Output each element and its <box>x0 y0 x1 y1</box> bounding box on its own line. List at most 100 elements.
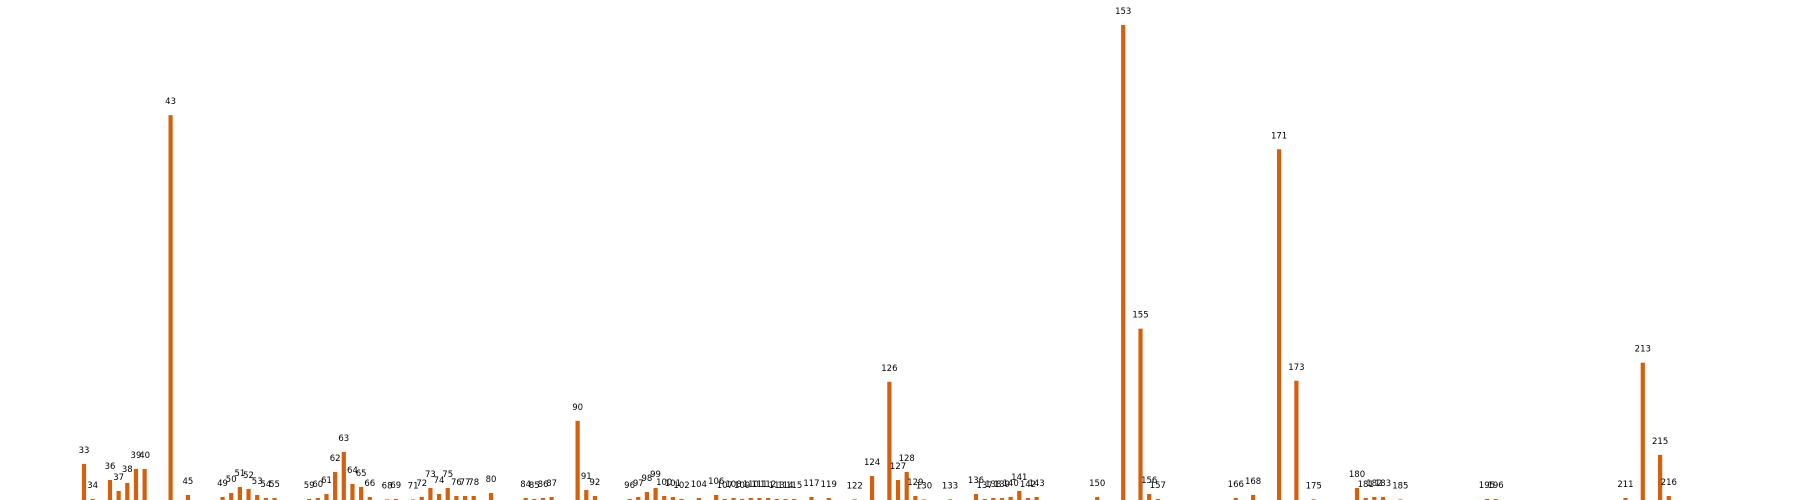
bar-101 <box>670 496 675 500</box>
data-label-107: 107 <box>717 481 733 491</box>
bar-112 <box>766 498 771 500</box>
data-label-173: 173 <box>1288 363 1304 373</box>
bar-180 <box>1354 487 1360 500</box>
bar-129 <box>913 495 918 500</box>
data-label-100: 100 <box>656 478 672 488</box>
bar-153 <box>1121 25 1126 500</box>
data-label-101: 101 <box>665 479 681 489</box>
data-label-124: 124 <box>864 458 880 468</box>
bar-45 <box>185 494 191 500</box>
bar-126 <box>887 381 892 500</box>
data-label-77: 77 <box>460 478 471 488</box>
data-label-180: 180 <box>1349 470 1365 480</box>
data-label-43: 43 <box>165 97 176 107</box>
data-label-66: 66 <box>364 479 375 489</box>
bar-215 <box>1658 454 1663 500</box>
data-label-157: 157 <box>1150 481 1166 491</box>
data-label-211: 211 <box>1617 480 1633 490</box>
bar-111 <box>757 498 762 500</box>
bar-61 <box>324 493 329 500</box>
data-label-138: 138 <box>985 480 1001 490</box>
bar-33 <box>81 463 87 500</box>
bar-156 <box>1147 493 1152 500</box>
bar-171 <box>1276 149 1282 500</box>
data-label-38: 38 <box>122 465 133 475</box>
bar-49 <box>220 496 225 500</box>
data-label-91: 91 <box>581 472 592 482</box>
bar-91 <box>584 489 589 500</box>
data-label-130: 130 <box>916 481 932 491</box>
bar-166 <box>1233 498 1238 500</box>
data-label-117: 117 <box>803 479 819 489</box>
data-label-182: 182 <box>1366 479 1382 489</box>
data-label-85: 85 <box>529 481 540 491</box>
bar-77 <box>462 495 468 500</box>
bar-181 <box>1363 498 1368 500</box>
data-label-111: 111 <box>751 480 767 490</box>
data-label-40: 40 <box>139 451 150 461</box>
data-label-104: 104 <box>691 480 707 490</box>
bar-86 <box>540 498 546 500</box>
data-label-183: 183 <box>1375 479 1391 489</box>
data-label-97: 97 <box>633 479 644 489</box>
data-label-53: 53 <box>252 477 263 487</box>
bar-60 <box>315 498 320 500</box>
data-label-80: 80 <box>486 475 497 485</box>
bar-168 <box>1251 494 1256 500</box>
data-label-108: 108 <box>725 480 741 490</box>
data-label-213: 213 <box>1635 345 1651 355</box>
bar-65 <box>359 486 364 500</box>
data-label-33: 33 <box>79 446 90 456</box>
data-label-45: 45 <box>183 477 194 487</box>
bar-136 <box>973 493 979 500</box>
data-label-92: 92 <box>590 478 601 488</box>
bar-40 <box>142 468 147 500</box>
data-label-87: 87 <box>546 479 557 489</box>
data-label-86: 86 <box>538 480 549 490</box>
data-label-73: 73 <box>425 470 436 480</box>
bar-182 <box>1372 496 1377 500</box>
bar-108 <box>731 498 736 500</box>
data-label-78: 78 <box>468 478 479 488</box>
data-label-109: 109 <box>734 481 750 491</box>
data-label-60: 60 <box>312 480 323 490</box>
bar-52 <box>246 488 251 500</box>
data-label-49: 49 <box>217 479 228 489</box>
bar-117 <box>809 496 814 500</box>
data-label-63: 63 <box>338 434 349 444</box>
bar-53 <box>255 494 260 500</box>
bar-66 <box>367 496 372 500</box>
data-label-84: 84 <box>520 480 531 490</box>
bar-62 <box>333 471 338 500</box>
data-label-128: 128 <box>899 454 915 464</box>
bar-110 <box>748 498 753 500</box>
data-label-55: 55 <box>269 480 280 490</box>
data-label-51: 51 <box>234 469 245 479</box>
data-label-96: 96 <box>624 481 635 491</box>
data-label-72: 72 <box>416 479 427 489</box>
data-label-113: 113 <box>769 481 785 491</box>
data-label-136: 136 <box>968 476 984 486</box>
bar-63 <box>341 451 346 500</box>
data-label-156: 156 <box>1141 476 1157 486</box>
bar-80 <box>488 492 494 500</box>
bar-213 <box>1640 362 1645 500</box>
data-label-61: 61 <box>321 476 332 486</box>
bar-51 <box>237 486 242 500</box>
data-label-122: 122 <box>847 481 863 491</box>
data-label-69: 69 <box>390 481 401 491</box>
data-label-171: 171 <box>1271 131 1287 141</box>
bar-100 <box>662 495 667 500</box>
bar-211 <box>1623 498 1628 500</box>
bar-98 <box>644 491 649 500</box>
data-label-110: 110 <box>743 480 759 490</box>
data-label-36: 36 <box>105 462 116 472</box>
data-label-39: 39 <box>131 451 142 461</box>
bar-139 <box>999 498 1005 500</box>
data-label-181: 181 <box>1358 480 1374 490</box>
bar-50 <box>229 492 234 500</box>
bar-140 <box>1008 496 1013 500</box>
data-label-37: 37 <box>113 473 124 483</box>
